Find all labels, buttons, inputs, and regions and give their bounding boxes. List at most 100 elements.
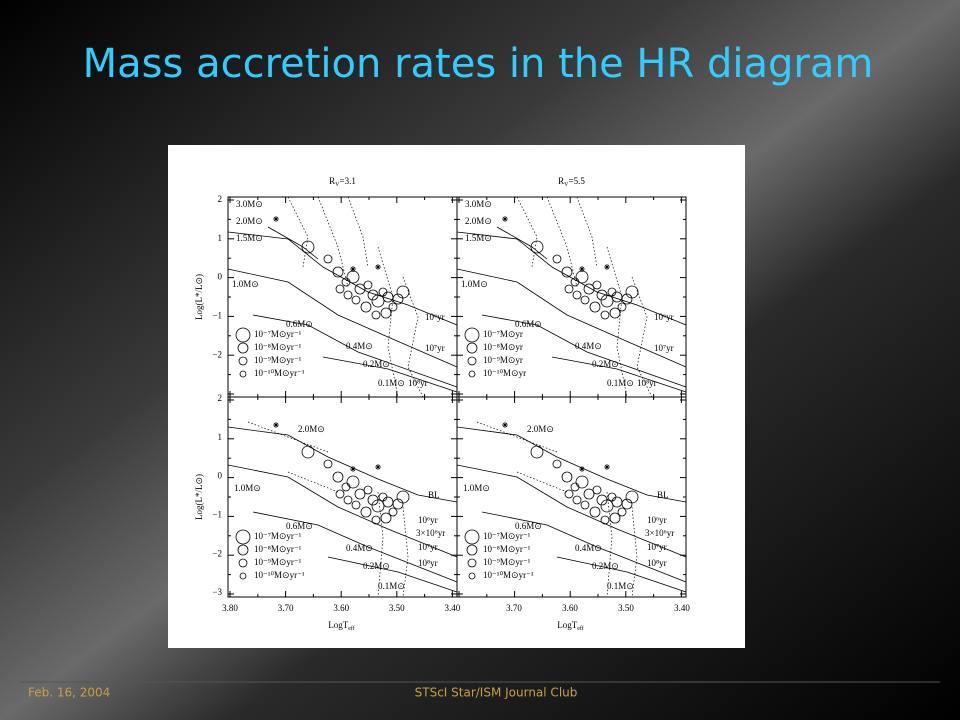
- star-circle: [609, 512, 621, 524]
- track: [481, 511, 687, 583]
- x-tick-label: 3.40: [445, 603, 461, 613]
- legend-label: 10⁻¹⁰M⊙yr⁻¹: [483, 570, 534, 580]
- y-tick-label: 1: [218, 432, 223, 442]
- legend-label: 10⁻⁸M⊙yr⁻¹: [254, 342, 302, 352]
- legend-label: 10⁻⁷M⊙yr⁻¹: [254, 531, 302, 541]
- star-circle: [621, 498, 633, 510]
- track: [556, 556, 687, 593]
- star-circle: [392, 293, 404, 305]
- track: [227, 268, 458, 368]
- star-circle: [323, 254, 333, 264]
- star-circle: [380, 512, 392, 524]
- mass-label: 0.1M⊙: [607, 581, 634, 591]
- x-tick-label: 3.60: [333, 603, 349, 613]
- star-circle: [564, 489, 574, 499]
- y-tick-label: 2: [218, 393, 223, 403]
- legend-symbol: [238, 356, 248, 366]
- legend-label: 10⁻⁷M⊙yr⁻¹: [483, 531, 531, 541]
- star-circle: [561, 266, 573, 278]
- star-circle: [351, 500, 361, 510]
- asterisk: [273, 216, 279, 222]
- star-circle: [530, 445, 544, 459]
- star-circle: [343, 495, 353, 505]
- star-circle: [552, 459, 562, 469]
- star-circle: [388, 302, 398, 312]
- asterisk: [604, 264, 610, 270]
- y-tick-label: 0: [218, 471, 223, 481]
- y-tick-label: 1: [218, 233, 223, 243]
- star-circle: [371, 310, 381, 320]
- legend-label: 10⁻⁸M⊙yr⁻¹: [483, 544, 531, 554]
- mass-label: 0.2M⊙: [363, 359, 390, 369]
- star-circle: [396, 490, 410, 504]
- isochrone: [606, 491, 613, 598]
- mass-label: 0.4M⊙: [346, 341, 373, 351]
- star-circle: [392, 498, 404, 510]
- mass-label: 1.0M⊙: [234, 483, 261, 493]
- mass-label: 2.0M⊙: [527, 424, 554, 434]
- age-label: 10⁸yr: [418, 558, 438, 568]
- mass-label: 2.0M⊙: [236, 216, 263, 226]
- mass-label: 0.6M⊙: [286, 319, 313, 329]
- track: [456, 464, 687, 558]
- x-tick-label: 3.70: [278, 603, 294, 613]
- x-tick-label: 3.60: [562, 603, 578, 613]
- star-circle: [609, 307, 621, 319]
- panel-title: RV=3.1: [329, 176, 356, 188]
- star-circle: [589, 301, 601, 313]
- legend-symbol: [468, 572, 476, 580]
- mass-label: BL: [428, 490, 440, 500]
- mass-label: 0.4M⊙: [575, 341, 602, 351]
- x-tick-label: 3.50: [389, 603, 405, 613]
- x-axis-label-base: LogT: [557, 620, 577, 630]
- asterisk: [350, 266, 356, 272]
- asterisk: [502, 422, 508, 428]
- footer-date: Feb. 16, 2004: [28, 686, 110, 700]
- star-circle: [396, 285, 410, 299]
- isochrone: [247, 421, 329, 453]
- track: [252, 511, 458, 583]
- mass-label: 3.0M⊙: [465, 199, 492, 209]
- legend-symbol: [239, 370, 247, 378]
- mass-label: 0.2M⊙: [592, 561, 619, 571]
- x-tick-label: 3.40: [674, 603, 690, 613]
- isochrone: [347, 196, 369, 268]
- star-circle: [600, 294, 614, 308]
- panel-title-base: R: [329, 176, 335, 186]
- panel-title: RV=5.5: [558, 176, 585, 188]
- panel-title-rest: =5.5: [569, 176, 586, 186]
- star-circle: [354, 283, 366, 295]
- star-circle: [363, 485, 373, 495]
- star-circle: [530, 240, 544, 254]
- star-circle: [360, 506, 372, 518]
- mass-label: 3.0M⊙: [236, 199, 263, 209]
- star-circle: [572, 495, 582, 505]
- age-label: 10⁸yr: [637, 378, 657, 388]
- x-axis-label-base: LogT: [328, 620, 348, 630]
- age-label: 10⁷yr: [418, 542, 438, 552]
- legend-symbol: [466, 544, 478, 556]
- panel-title-base: R: [558, 176, 564, 186]
- legend-label: 10⁻⁹M⊙yr: [483, 355, 523, 365]
- legend-symbol: [464, 529, 480, 545]
- asterisk: [375, 264, 381, 270]
- y-axis-label: Log(L*/L⊙): [194, 274, 204, 320]
- star-circle: [363, 280, 373, 290]
- mass-label: 1.0M⊙: [461, 279, 488, 289]
- age-label: 10⁶yr: [654, 312, 674, 322]
- mass-label: 1.0M⊙: [232, 279, 259, 289]
- asterisk: [579, 466, 585, 472]
- isochrone: [546, 196, 578, 288]
- figure: 3.0M⊙ 2.0M⊙ 1.5M⊙ 1.0M⊙ 0.6M⊙ 0.4M⊙ 0.2M⊙ 0.1M⊙…: [168, 145, 745, 648]
- star-circle: [332, 471, 344, 483]
- star-circle: [323, 459, 333, 469]
- legend-label: 10⁻⁷M⊙yr⁻¹: [254, 329, 302, 339]
- mass-label: 1.5M⊙: [236, 233, 263, 243]
- panel-title-sub: V: [335, 182, 340, 188]
- age-label: 10⁶yr: [647, 515, 667, 525]
- track: [327, 556, 458, 593]
- isochrone: [606, 246, 628, 398]
- mass-label: 0.1M⊙: [607, 378, 634, 388]
